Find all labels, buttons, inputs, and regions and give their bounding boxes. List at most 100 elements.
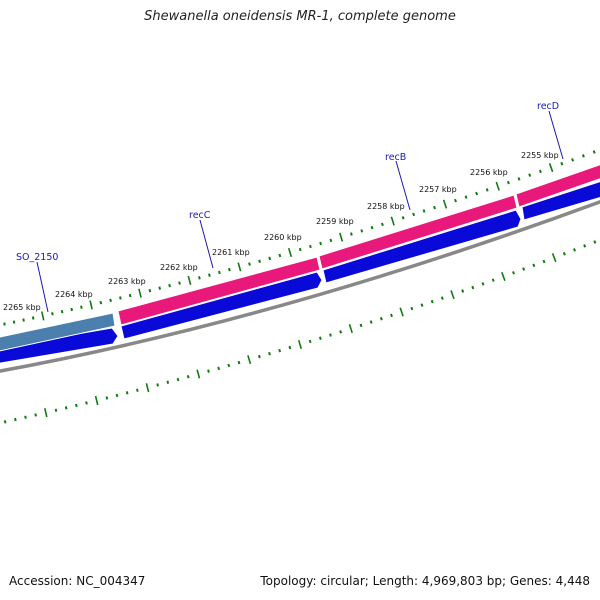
gene-recd[interactable] bbox=[515, 163, 600, 208]
major-tick bbox=[442, 199, 448, 209]
minor-tick bbox=[217, 366, 221, 371]
minor-tick bbox=[517, 177, 521, 181]
tick-label: 2258 kbp bbox=[367, 202, 405, 211]
minor-tick bbox=[491, 278, 495, 282]
minor-tick bbox=[532, 263, 536, 268]
cds-reverse-3[interactable] bbox=[322, 209, 522, 284]
minor-tick bbox=[207, 369, 210, 373]
minor-tick bbox=[350, 232, 353, 236]
major-tick bbox=[138, 288, 142, 298]
minor-tick bbox=[109, 298, 112, 303]
minor-tick bbox=[380, 222, 384, 227]
gene-label-recc[interactable]: recC bbox=[189, 210, 211, 221]
major-tick bbox=[297, 339, 303, 350]
minor-tick bbox=[208, 273, 211, 277]
major-tick bbox=[44, 408, 48, 418]
minor-tick bbox=[475, 191, 479, 196]
minor-tick bbox=[115, 393, 119, 398]
gene-label-leaders bbox=[36, 110, 564, 313]
major-tick bbox=[247, 355, 252, 365]
tick-label: 2261 kbp bbox=[212, 248, 250, 257]
minor-tick bbox=[433, 205, 436, 210]
position-tick-labels: 2265 kbp 2264 kbp 2263 kbp 2262 kbp 2261… bbox=[3, 151, 559, 312]
minor-tick bbox=[422, 209, 426, 213]
minor-tick bbox=[538, 169, 542, 174]
minor-tick bbox=[390, 313, 393, 318]
cds-reverse-2[interactable] bbox=[120, 271, 323, 340]
minor-tick bbox=[218, 270, 221, 275]
gene-label-recd[interactable]: recD bbox=[537, 101, 559, 112]
gene-so-2150[interactable] bbox=[0, 312, 116, 352]
minor-tick bbox=[440, 296, 444, 300]
major-tick bbox=[399, 307, 404, 317]
major-tick bbox=[551, 253, 557, 263]
minor-tick bbox=[268, 351, 271, 356]
minor-tick bbox=[166, 380, 170, 384]
minor-tick bbox=[573, 248, 576, 252]
minor-tick bbox=[125, 391, 129, 395]
minor-tick bbox=[481, 282, 485, 286]
genome-summary: Topology: circular; Length: 4,969,803 bp… bbox=[260, 574, 590, 588]
minor-tick bbox=[410, 306, 414, 311]
minor-tick bbox=[14, 417, 17, 422]
minor-tick bbox=[178, 281, 181, 285]
leader-recc bbox=[199, 219, 214, 269]
tick-label: 2263 kbp bbox=[108, 277, 146, 286]
major-tick bbox=[94, 395, 99, 406]
leader-recd bbox=[548, 110, 564, 160]
minor-tick bbox=[571, 158, 575, 162]
minor-tick bbox=[198, 276, 201, 280]
minor-tick bbox=[119, 296, 122, 300]
cds-reverse-4[interactable] bbox=[521, 180, 600, 221]
minor-tick bbox=[156, 383, 159, 387]
major-tick bbox=[501, 272, 506, 281]
minor-tick bbox=[461, 289, 465, 293]
gene-label-recb[interactable]: recB bbox=[385, 152, 406, 163]
leader-so-2150 bbox=[36, 261, 49, 313]
minor-tick bbox=[512, 271, 515, 275]
minor-tick bbox=[60, 309, 64, 314]
gene-label-so-2150[interactable]: SO_2150 bbox=[16, 252, 58, 263]
tick-label: 2256 kbp bbox=[470, 168, 508, 177]
minor-tick bbox=[3, 322, 6, 326]
minor-tick bbox=[75, 403, 78, 408]
gene-recb[interactable] bbox=[318, 194, 518, 270]
minor-tick bbox=[506, 180, 510, 185]
reverse-cds-track bbox=[0, 180, 600, 364]
minor-tick bbox=[288, 345, 292, 350]
minor-tick bbox=[454, 198, 457, 203]
minor-tick bbox=[258, 259, 261, 263]
minor-tick bbox=[369, 320, 373, 324]
major-tick bbox=[89, 300, 93, 310]
minor-tick bbox=[237, 360, 241, 365]
minor-tick bbox=[592, 150, 596, 154]
minor-tick bbox=[105, 396, 109, 400]
major-tick bbox=[390, 216, 395, 226]
minor-tick bbox=[329, 238, 333, 243]
minor-tick bbox=[522, 267, 526, 271]
minor-tick bbox=[339, 330, 343, 334]
major-tick bbox=[339, 232, 344, 242]
minor-tick bbox=[562, 252, 566, 256]
minor-tick bbox=[70, 307, 73, 312]
minor-tick bbox=[370, 225, 374, 230]
minor-tick bbox=[420, 303, 424, 307]
accession-label: Accession: NC_004347 bbox=[9, 574, 146, 588]
minor-tick bbox=[278, 348, 282, 353]
inner-tick-ring bbox=[3, 240, 597, 424]
minor-tick bbox=[401, 216, 405, 220]
minor-tick bbox=[308, 339, 312, 344]
minor-tick bbox=[54, 408, 58, 412]
major-tick bbox=[187, 275, 192, 286]
minor-tick bbox=[158, 286, 162, 290]
minor-tick bbox=[227, 363, 231, 368]
outer-tick-ring bbox=[3, 150, 596, 326]
minor-tick bbox=[31, 316, 35, 320]
minor-tick bbox=[412, 212, 416, 217]
minor-tick bbox=[128, 293, 132, 298]
minor-tick bbox=[34, 413, 37, 417]
tick-label: 2264 kbp bbox=[55, 290, 93, 299]
minor-tick bbox=[430, 299, 434, 304]
gene-recc[interactable] bbox=[117, 256, 321, 326]
